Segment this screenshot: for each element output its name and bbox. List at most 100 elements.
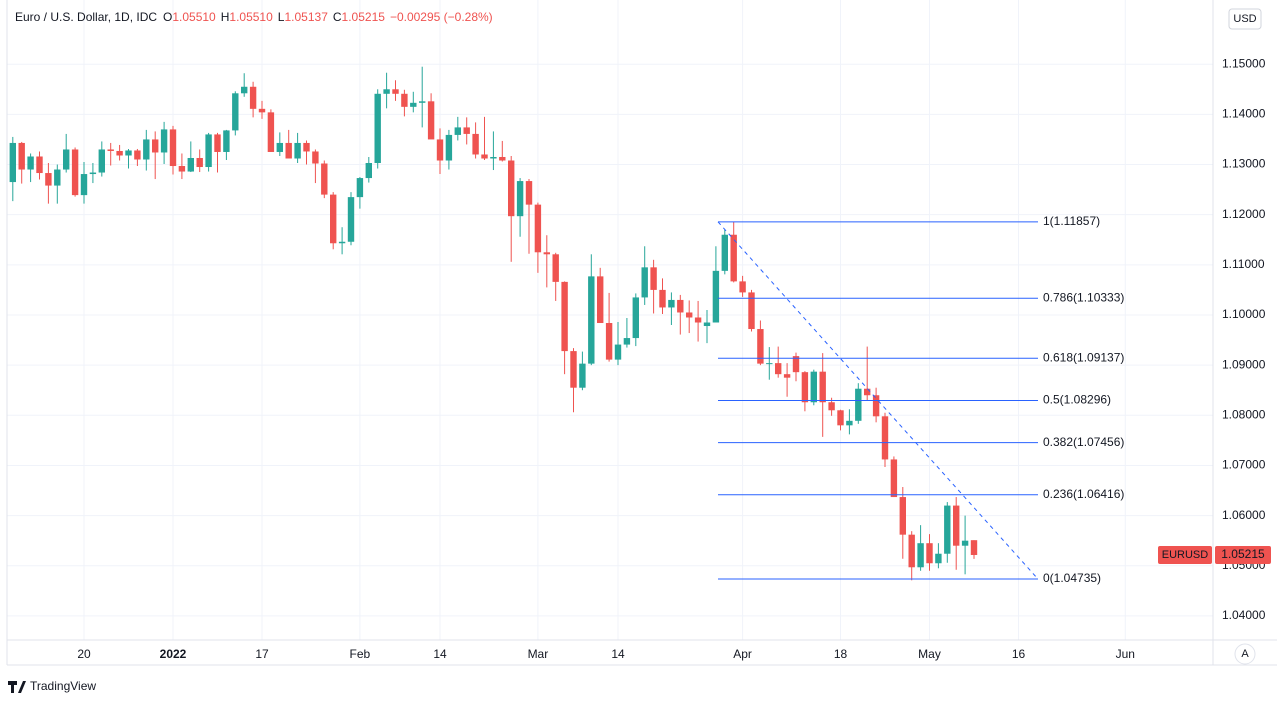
candle-body	[303, 142, 310, 152]
candle-body	[534, 204, 542, 253]
candle-body	[846, 420, 853, 426]
candle-body	[935, 553, 942, 564]
y-tick-label: 1.14000	[1222, 107, 1266, 121]
auto-scale-label[interactable]: A	[1241, 648, 1249, 660]
currency-button[interactable]	[1228, 8, 1262, 30]
x-tick-label: 17	[255, 647, 269, 661]
candle-body	[783, 374, 791, 378]
fib-level-label: 0.786(1.10333)	[1043, 290, 1124, 304]
candle-body	[694, 317, 702, 323]
ohlc-key: L	[278, 10, 285, 24]
candle-body	[757, 329, 764, 364]
candle-body	[463, 127, 470, 134]
candle-body	[499, 156, 506, 161]
candle-body	[205, 134, 212, 168]
candle-body	[454, 127, 461, 135]
y-tick-label: 1.10000	[1222, 307, 1266, 321]
candle-body	[285, 142, 292, 159]
candle-body	[490, 156, 497, 159]
candle-body	[267, 112, 275, 152]
candle-body	[223, 130, 230, 152]
candle-body	[401, 93, 408, 107]
symbol-tag-label: EURUSD	[1162, 549, 1209, 561]
candle-body	[623, 338, 631, 345]
candle-body	[330, 194, 337, 244]
candle-body	[134, 150, 141, 160]
candle-body	[196, 157, 203, 168]
candle-body	[712, 270, 720, 323]
last-price-label: 1.05215	[1221, 547, 1265, 561]
candle-body	[187, 157, 194, 172]
candle-body	[810, 371, 817, 403]
candle-body	[970, 540, 978, 555]
candle-body	[917, 543, 924, 568]
candle-body	[677, 299, 684, 313]
candle-body	[864, 388, 871, 396]
ohlc-value: 1.05137	[284, 10, 328, 24]
candle-body	[890, 459, 898, 498]
candle-body	[632, 297, 639, 339]
candle-body	[819, 371, 826, 403]
candle-body	[36, 156, 43, 174]
candle-body	[472, 133, 479, 155]
candle-body	[953, 505, 960, 546]
candle-body	[143, 139, 150, 160]
candle-body	[9, 142, 16, 183]
candle-body	[588, 276, 595, 364]
y-tick-label: 1.11000	[1222, 257, 1265, 271]
candle-body	[45, 173, 52, 186]
candle-body	[703, 322, 711, 327]
candle-body	[561, 281, 568, 352]
fib-level-label: 0.236(1.06416)	[1043, 487, 1124, 501]
brand-name: TradingView	[30, 679, 96, 693]
y-tick-label: 1.09000	[1222, 357, 1266, 371]
candle-body	[597, 276, 604, 324]
candle-body	[18, 142, 25, 170]
candle-body	[63, 149, 70, 170]
candle-body	[605, 323, 613, 360]
candle-body	[54, 169, 61, 186]
candle-body	[249, 86, 257, 109]
candle-body	[258, 108, 266, 113]
ohlc-value: 1.05215	[342, 10, 386, 24]
candle-body	[686, 312, 693, 318]
x-tick-label: 18	[834, 647, 848, 661]
y-tick-label: 1.04000	[1222, 608, 1266, 622]
ohlc-key: O	[163, 10, 172, 24]
candle-body	[801, 372, 809, 403]
candle-body	[374, 93, 381, 164]
brand: TradingView	[8, 679, 96, 693]
last-price-tag	[1215, 545, 1271, 564]
candle-body	[614, 344, 622, 360]
y-tick-label: 1.15000	[1222, 56, 1266, 70]
candle-body	[427, 101, 435, 140]
candle-body	[392, 89, 399, 94]
change-value: −0.00295 (−0.28%)	[390, 10, 493, 24]
candle-body	[98, 149, 105, 173]
candle-body	[570, 351, 577, 388]
candle-body	[71, 149, 79, 196]
candle-body	[908, 534, 915, 568]
candle-body	[944, 505, 951, 554]
auto-scale-button[interactable]	[1234, 643, 1256, 665]
candle-body	[579, 363, 586, 388]
candle-body	[410, 102, 417, 107]
candle-body	[169, 129, 177, 167]
fib-level-label: 0.618(1.09137)	[1043, 350, 1124, 364]
candle-body	[641, 267, 648, 298]
candle-body	[766, 363, 773, 365]
candle-body	[748, 292, 755, 330]
candle-body	[481, 154, 488, 159]
x-tick-label: Jun	[1116, 647, 1135, 661]
candle-body	[668, 299, 675, 308]
candle-body	[116, 150, 123, 156]
currency-label[interactable]: USD	[1233, 13, 1256, 25]
ohlc-key: C	[333, 10, 342, 24]
candle-body	[881, 416, 889, 460]
candle-body	[125, 150, 132, 156]
candle-body	[232, 93, 239, 131]
candle-body	[80, 174, 88, 196]
candle-body	[419, 101, 426, 103]
